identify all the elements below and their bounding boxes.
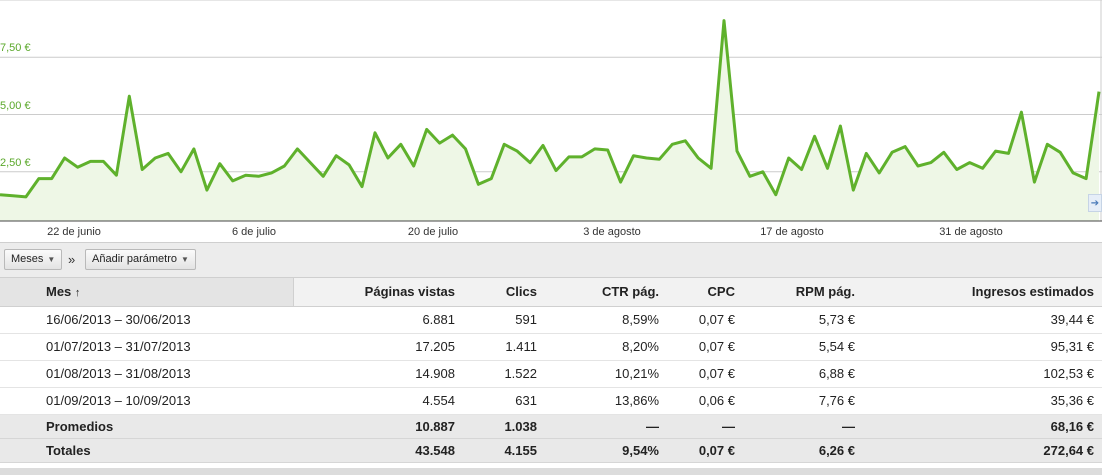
table-cell: 5,54 € [743,333,863,361]
table-cell: 1.411 [463,333,545,361]
table-cell: 6.881 [293,306,463,334]
table-cell: 39,44 € [863,306,1102,334]
table-cell: 6,88 € [743,360,863,388]
table-cell: 0,07 € [667,306,743,334]
chevron-down-icon: ▼ [47,255,56,264]
table-row: 01/08/2013 – 31/08/2013 14.908 1.522 10,21%… [0,360,1102,388]
row-date-range-link[interactable]: 01/08/2013 – 31/08/2013 [0,360,293,388]
promedios-label: Promedios [0,414,293,439]
table-row: 01/07/2013 – 31/07/2013 17.205 1.411 8,20% 0… [0,333,1102,361]
promedios-cell: — [743,414,863,439]
x-axis-label: 20 de julio [407,226,459,238]
table-cell: 17.205 [293,333,463,361]
sort-ascending-icon: ↑ [74,287,81,300]
table-header-row: Mes ↑ Páginas vistas Clics CTR pág. CPC … [0,278,1102,307]
table-cell: 8,20% [545,333,667,361]
table-cell: 5,73 € [743,306,863,334]
add-parameter-label: Añadir parámetro [92,253,177,265]
column-header-rpm[interactable]: RPM pág. [743,278,863,307]
row-date-range-link[interactable]: 01/09/2013 – 10/09/2013 [0,387,293,415]
table-cell: 7,76 € [743,387,863,415]
x-axis-label: 31 de agosto [939,226,1003,238]
totales-cell: 43.548 [293,438,463,463]
report-toolbar: Meses ▼ » Añadir parámetro ▼ [0,242,1102,278]
column-header-mes[interactable]: Mes ↑ [0,278,294,307]
chart-area-fill [0,20,1099,221]
y-axis-label: 7,50 € [0,42,31,55]
table-row: 01/09/2013 – 10/09/2013 4.554 631 13,86% 0,0… [0,387,1102,415]
x-axis-label: 17 de agosto [760,226,824,238]
pagination-strip [0,468,1102,475]
table-cell: 0,06 € [667,387,743,415]
promedios-cell: 1.038 [463,414,545,439]
totales-row: Totales 43.548 4.155 9,54% 0,07 € 6,26 €… [0,438,1102,463]
column-header-cpc[interactable]: CPC [667,278,743,307]
table-cell: 95,31 € [863,333,1102,361]
promedios-cell: — [667,414,743,439]
column-header-ctr[interactable]: CTR pág. [545,278,667,307]
totales-cell: 9,54% [545,438,667,463]
table-cell: 10,21% [545,360,667,388]
table-cell: 591 [463,306,545,334]
table-row: 16/06/2013 – 30/06/2013 6.881 591 8,59% 0,07… [0,306,1102,334]
column-header-clics[interactable]: Clics [463,278,545,307]
table-cell: 102,53 € [863,360,1102,388]
totales-label: Totales [0,438,293,463]
totales-cell: 0,07 € [667,438,743,463]
column-header-ingresos[interactable]: Ingresos estimados [863,278,1102,307]
table-cell: 8,59% [545,306,667,334]
chart-svg [0,0,1102,222]
x-axis-label: 6 de julio [231,226,277,238]
row-date-range-link[interactable]: 16/06/2013 – 30/06/2013 [0,306,293,334]
add-parameter-dropdown[interactable]: Añadir parámetro ▼ [85,249,196,270]
y-axis-label: 2,50 € [0,156,31,169]
table-cell: 631 [463,387,545,415]
totales-cell: 4.155 [463,438,545,463]
table-cell: 0,07 € [667,360,743,388]
table-cell: 13,86% [545,387,667,415]
x-axis-label: 22 de junio [47,226,101,238]
promedios-row: Promedios 10.887 1.038 — — — 68,16 € [0,414,1102,439]
table-cell: 14.908 [293,360,463,388]
promedios-cell: 68,16 € [863,414,1102,439]
y-axis-label: 5,00 € [0,99,31,112]
table-cell: 4.554 [293,387,463,415]
double-arrow-icon: » [68,252,76,267]
x-axis-label: 3 de agosto [583,226,641,238]
chevron-down-icon: ▼ [181,255,189,264]
promedios-cell: 10.887 [293,414,463,439]
chart-expand-button[interactable]: ➔ [1088,194,1102,212]
meses-dropdown[interactable]: Meses ▼ [4,249,63,270]
totales-cell: 272,64 € [863,438,1102,463]
column-header-paginas-vistas[interactable]: Páginas vistas [293,278,463,307]
meses-dropdown-label: Meses [11,253,44,265]
row-date-range-link[interactable]: 01/07/2013 – 31/07/2013 [0,333,293,361]
table-cell: 0,07 € [667,333,743,361]
report-table: Mes ↑ Páginas vistas Clics CTR pág. CPC … [0,278,1102,463]
table-cell: 35,36 € [863,387,1102,415]
totales-cell: 6,26 € [743,438,863,463]
promedios-cell: — [545,414,667,439]
chart-series-line [0,19,1101,199]
table-cell: 1.522 [463,360,545,388]
